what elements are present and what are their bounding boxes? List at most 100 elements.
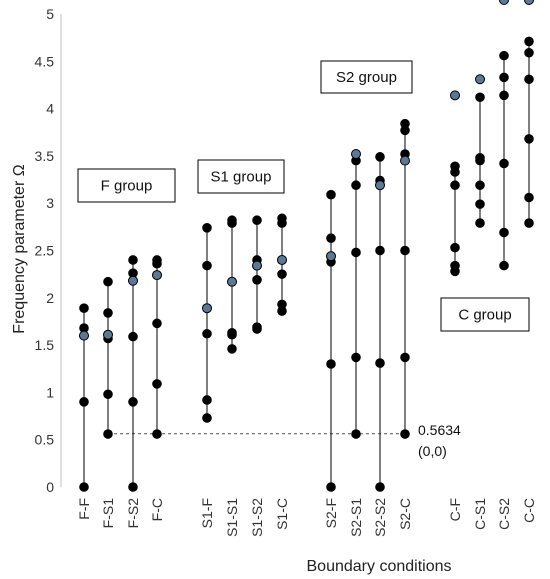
data-point bbox=[202, 222, 212, 233]
x-tick-label: F-S2 bbox=[125, 498, 141, 529]
data-point bbox=[499, 158, 509, 169]
data-point bbox=[400, 352, 410, 363]
y-tick-label: 1 bbox=[46, 384, 54, 400]
x-tick-label: S2-F bbox=[323, 498, 339, 528]
highlight-point bbox=[103, 329, 113, 340]
y-tick-label: 2 bbox=[46, 290, 54, 306]
data-point bbox=[277, 299, 287, 310]
data-point bbox=[475, 180, 485, 191]
data-point bbox=[351, 247, 361, 258]
x-tick-label: F-F bbox=[76, 498, 92, 520]
data-point bbox=[202, 260, 212, 271]
data-point bbox=[499, 50, 509, 61]
data-point bbox=[152, 429, 162, 439]
highlight-point bbox=[351, 149, 361, 160]
highlight-point bbox=[524, 0, 534, 5]
data-point bbox=[128, 482, 138, 492]
x-tick-label: S2-C bbox=[397, 498, 413, 530]
data-point bbox=[351, 429, 361, 439]
data-point bbox=[326, 359, 336, 369]
data-point bbox=[103, 389, 113, 400]
annotation-value: 0.5634 bbox=[418, 422, 461, 438]
data-point bbox=[128, 255, 138, 265]
x-tick-label: S1-S2 bbox=[249, 498, 265, 537]
group-label: S1 group bbox=[211, 169, 272, 186]
data-point bbox=[450, 180, 460, 191]
data-point bbox=[79, 482, 89, 492]
group-labels: F group S1 group S2 group C group bbox=[77, 60, 530, 332]
highlight-point bbox=[202, 303, 212, 314]
data-point bbox=[375, 245, 385, 256]
group-box bbox=[197, 159, 285, 194]
x-tick-label: F-C bbox=[149, 498, 165, 521]
highlight-point bbox=[326, 251, 336, 262]
data-point bbox=[450, 260, 460, 271]
x-tick-label: S1-S1 bbox=[224, 498, 240, 537]
data-point bbox=[499, 260, 509, 271]
y-tick-label: 3 bbox=[46, 195, 54, 211]
y-tick-label: 0.5 bbox=[35, 432, 55, 448]
data-point bbox=[152, 255, 162, 265]
highlight-point bbox=[252, 260, 262, 271]
data-point bbox=[524, 47, 534, 58]
data-point bbox=[475, 92, 485, 103]
highlight-point bbox=[475, 74, 485, 85]
highlight-point bbox=[79, 330, 89, 341]
data-point bbox=[152, 379, 162, 389]
highlight-point bbox=[450, 90, 460, 101]
y-tick-label: 4.5 bbox=[35, 53, 55, 69]
data-points bbox=[79, 0, 534, 492]
data-point bbox=[277, 213, 287, 224]
data-point bbox=[326, 482, 336, 492]
data-point bbox=[351, 180, 361, 191]
data-point bbox=[400, 245, 410, 256]
group-label: F group bbox=[101, 178, 153, 195]
y-tick-label: 2.5 bbox=[35, 243, 55, 259]
x-axis-title: Boundary conditions bbox=[307, 558, 452, 575]
highlight-point bbox=[499, 0, 509, 5]
y-tick-label: 1.5 bbox=[35, 337, 55, 353]
x-tick-label: C-S2 bbox=[496, 498, 512, 530]
data-point bbox=[450, 161, 460, 172]
data-point bbox=[252, 275, 262, 285]
data-point bbox=[400, 429, 410, 439]
data-point bbox=[450, 242, 460, 253]
highlight-point bbox=[128, 275, 138, 286]
data-point bbox=[475, 218, 485, 228]
group-label: C group bbox=[458, 307, 511, 324]
y-tick-labels: 0 0.5 1 1.5 2 2.5 3 3.5 4 4.5 5 bbox=[35, 6, 55, 495]
data-point bbox=[326, 233, 336, 244]
highlight-point bbox=[152, 270, 162, 281]
data-point bbox=[227, 328, 237, 338]
annotation-point: (0,0) bbox=[418, 443, 447, 459]
group-box bbox=[320, 60, 413, 94]
x-tick-label: C-S1 bbox=[472, 498, 488, 530]
data-point bbox=[499, 90, 509, 101]
data-point bbox=[103, 429, 113, 439]
y-tick-label: 4 bbox=[46, 101, 54, 117]
highlight-point bbox=[277, 254, 287, 265]
data-point bbox=[375, 482, 385, 492]
data-point bbox=[524, 134, 534, 144]
data-point bbox=[499, 72, 509, 83]
x-tick-label: C-C bbox=[521, 498, 537, 523]
data-point bbox=[202, 395, 212, 405]
x-tick-label: S1-C bbox=[274, 498, 290, 530]
y-tick-label: 3.5 bbox=[35, 148, 55, 164]
data-point bbox=[499, 227, 509, 238]
x-tick-label: S1-F bbox=[199, 498, 215, 528]
data-point bbox=[128, 331, 138, 342]
group-box bbox=[440, 297, 530, 332]
annotation: 0.5634 (0,0) bbox=[418, 422, 461, 459]
x-tick-label: S2-S2 bbox=[372, 498, 388, 537]
data-point bbox=[375, 358, 385, 368]
data-point bbox=[79, 397, 89, 407]
x-tick-labels: F-F F-S1 F-S2 F-C S1-F S1-S1 S1-S2 S1-C S2-F S2-S… bbox=[76, 498, 537, 537]
group-label: S2 group bbox=[336, 69, 397, 86]
y-axis-title: Frequency parameter Ω bbox=[11, 164, 28, 333]
data-point bbox=[351, 352, 361, 363]
data-point bbox=[524, 218, 534, 228]
data-point bbox=[227, 215, 237, 226]
